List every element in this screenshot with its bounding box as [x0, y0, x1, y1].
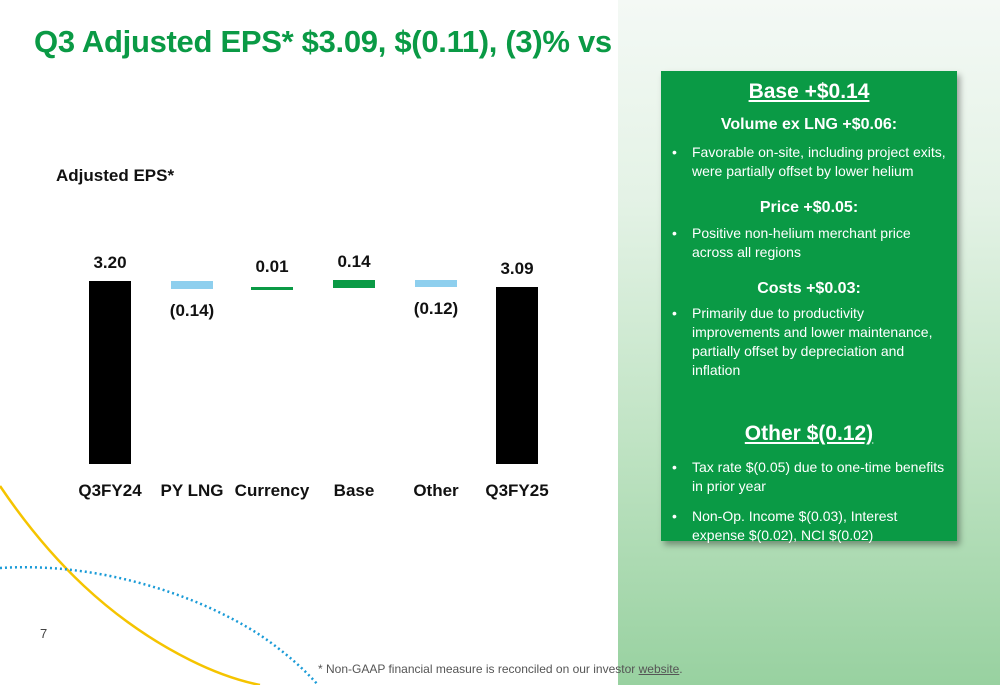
value-label: (0.12) [413, 299, 459, 319]
decorative-curves [0, 485, 319, 685]
value-label: 0.01 [255, 257, 289, 277]
value-label: 3.09 [500, 259, 534, 279]
bar-q3fy24 [89, 281, 131, 464]
costs-heading: Costs +$0.03: [757, 280, 861, 297]
page-number: 7 [40, 626, 48, 641]
category-label: Q3FY24 [78, 481, 142, 500]
footnote-text: * Non-GAAP financial measure is reconcil… [318, 662, 639, 676]
volume-bullet: Favorable on-site, including project exi… [672, 143, 957, 181]
slide-title: Q3 Adjusted EPS* $3.09, $(0.11), (3)% vs… [34, 24, 661, 59]
other-bullet: Tax rate $(0.05) due to one-time benefit… [672, 458, 957, 496]
bar-q3fy25 [496, 287, 538, 464]
footnote: * Non-GAAP financial measure is reconcil… [318, 662, 683, 676]
costs-list: Primarily due to productivity improvemen… [661, 304, 957, 380]
investor-website-link[interactable]: website [638, 662, 680, 676]
category-label: Other [413, 481, 459, 500]
value-label: (0.14) [169, 301, 215, 320]
bar-currency [251, 287, 293, 291]
footnote-end: . [679, 662, 683, 676]
bar-base [333, 280, 375, 289]
category-label: Currency [234, 481, 310, 500]
value-label: 0.14 [337, 252, 371, 272]
price-list: Positive non-helium merchant price acros… [661, 224, 957, 262]
category-label: PY LNG [160, 481, 224, 500]
blue-dotted-curve [0, 566, 319, 685]
category-label: Q3FY25 [485, 481, 549, 500]
chart-title: Adjusted EPS* [56, 166, 175, 185]
volume-heading: Volume ex LNG +$0.06: [720, 116, 898, 133]
bar-py-lng [171, 281, 213, 289]
base-heading: Base +$0.14 [748, 80, 870, 103]
other-heading: Other $(0.12) [744, 422, 874, 445]
volume-list: Favorable on-site, including project exi… [661, 143, 957, 181]
other-list: Tax rate $(0.05) due to one-time benefit… [661, 458, 957, 545]
value-label: 3.20 [93, 253, 127, 272]
category-label: Base [333, 481, 375, 500]
price-heading: Price +$0.05: [759, 199, 859, 216]
other-bullet: Non-Op. Income $(0.03), Interest expense… [672, 507, 957, 545]
bar-other [415, 280, 457, 288]
eps-bridge-card: Base +$0.14 Volume ex LNG +$0.06: Favora… [661, 71, 957, 543]
yellow-curve [0, 485, 261, 685]
price-bullet: Positive non-helium merchant price acros… [672, 224, 957, 262]
costs-bullet: Primarily due to productivity improvemen… [672, 304, 957, 380]
